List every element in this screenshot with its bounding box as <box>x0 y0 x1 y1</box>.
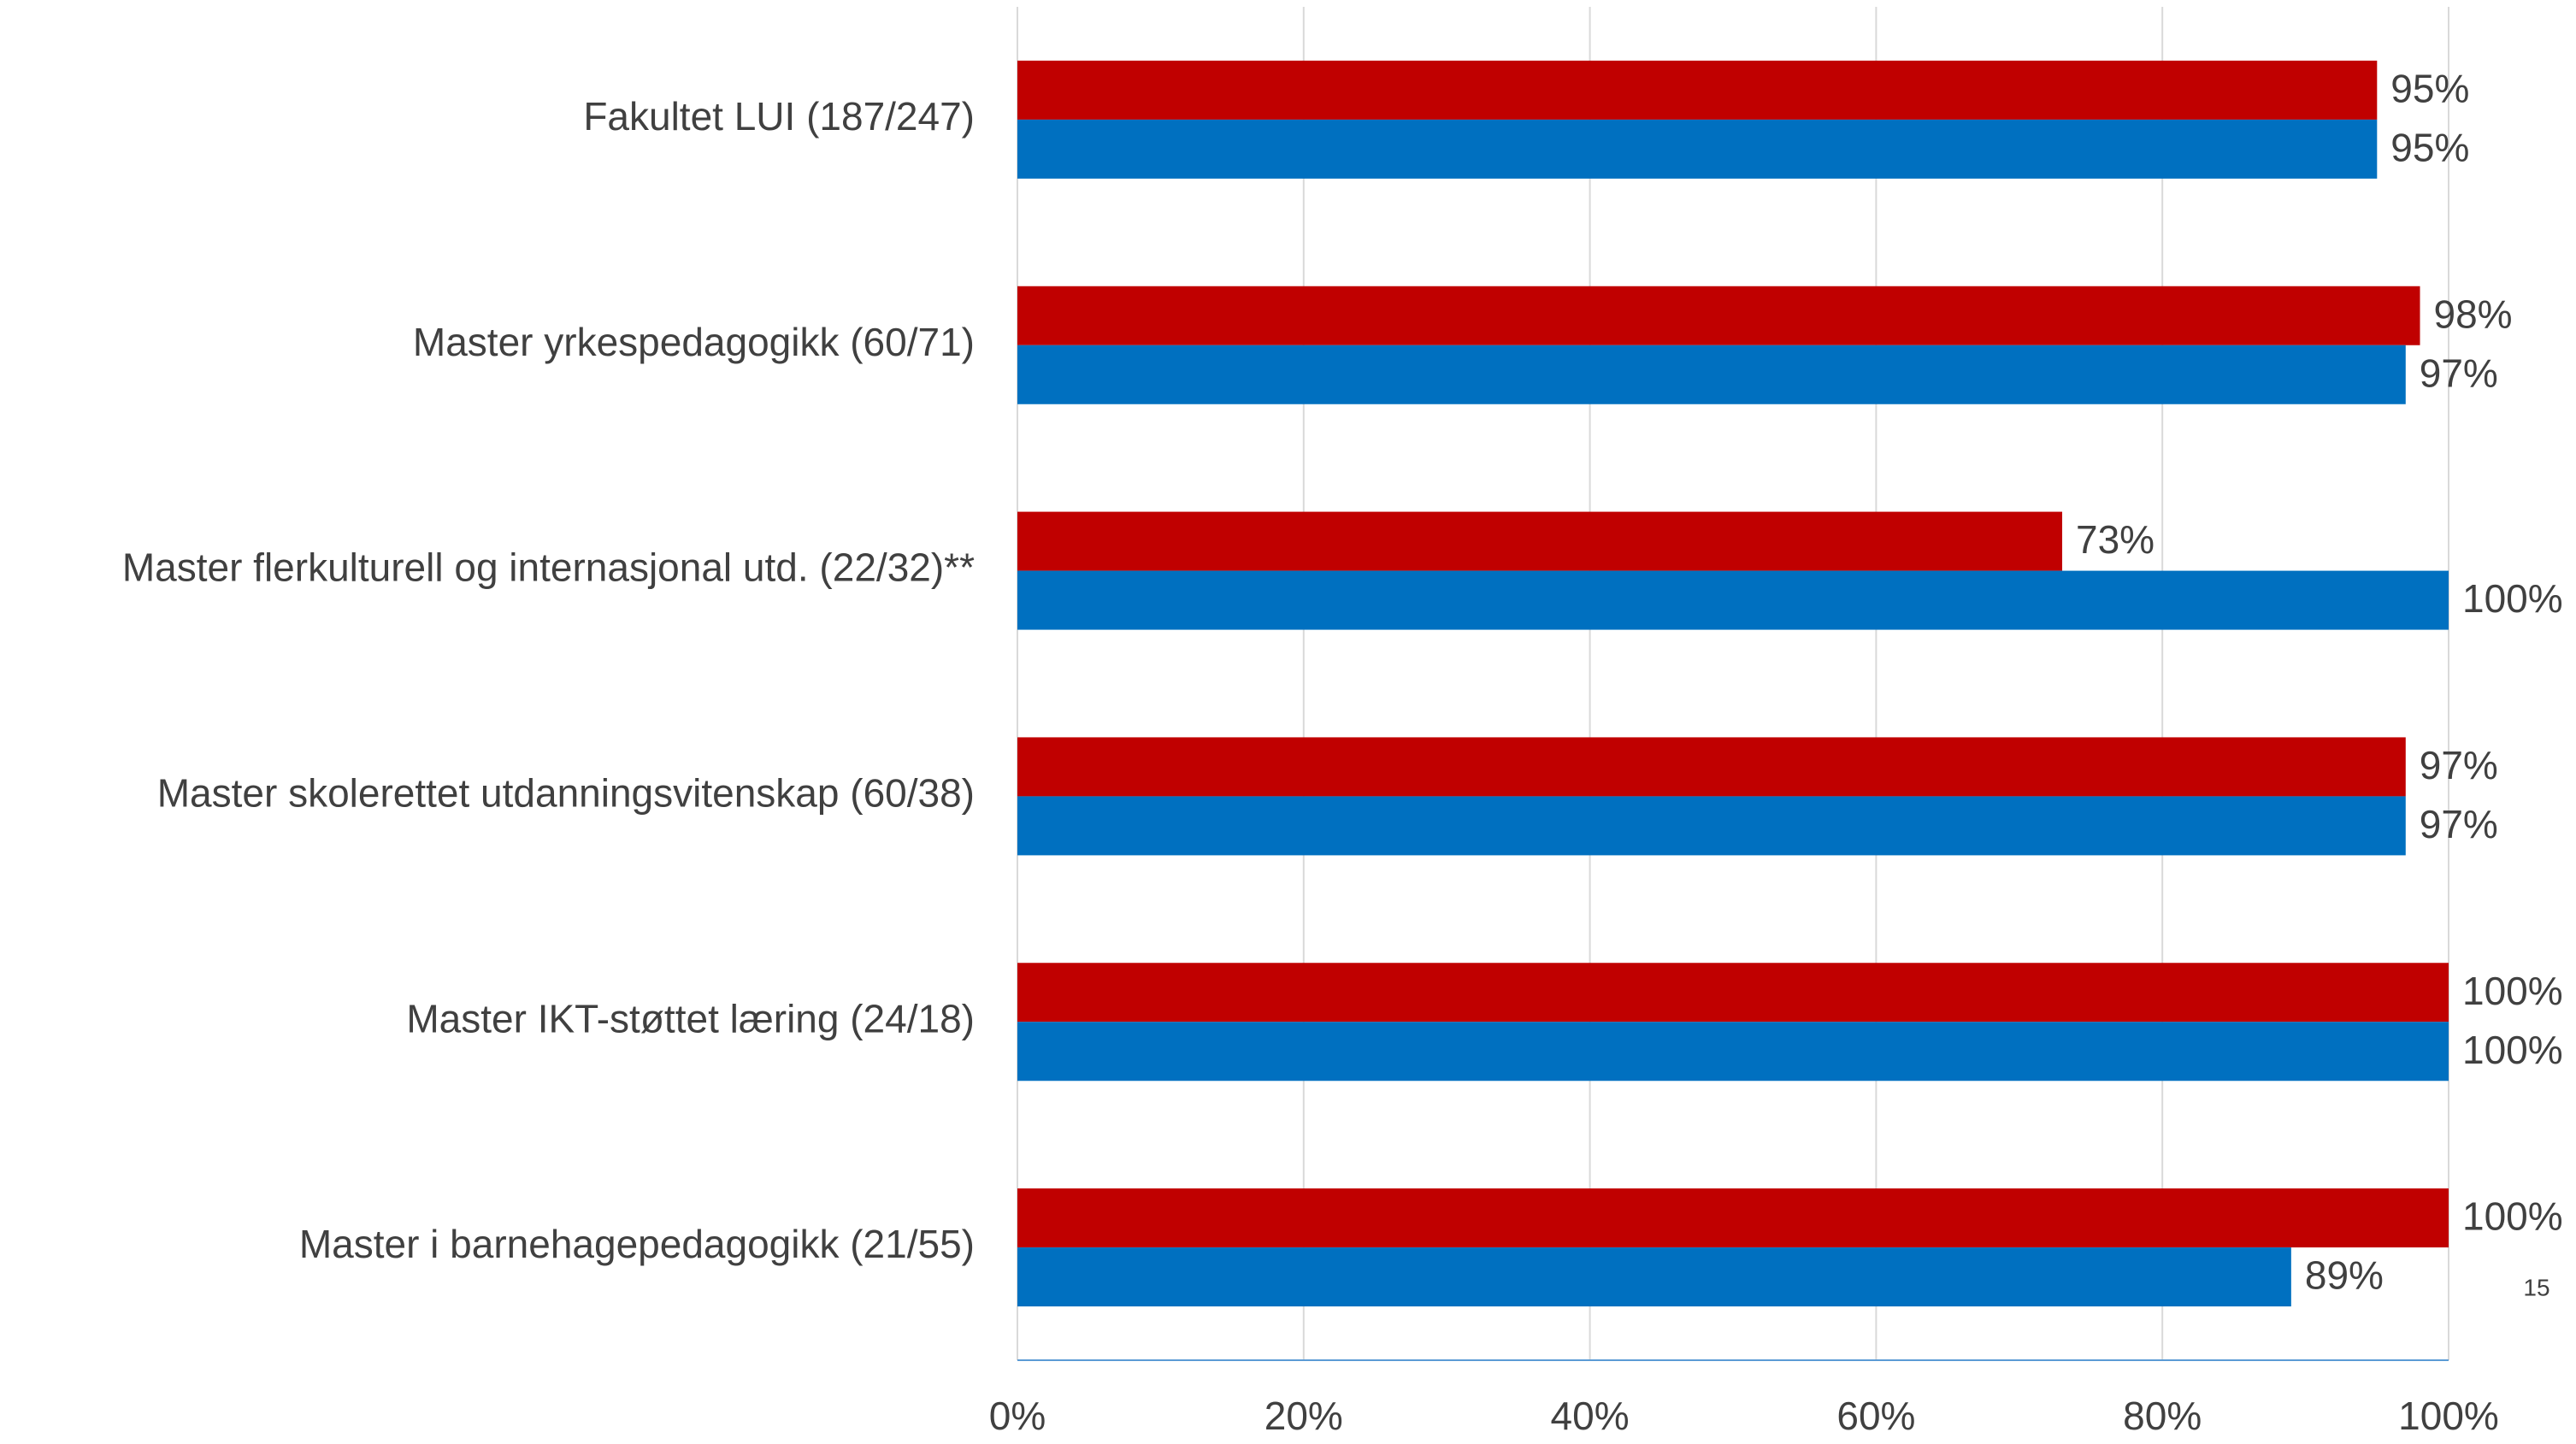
y-tick-label: Master skolerettet utdanningsvitenskap (… <box>157 771 975 816</box>
bar <box>1017 963 2449 1023</box>
x-tick-label: 20% <box>1264 1394 1343 1438</box>
bar <box>1017 1188 2449 1248</box>
x-tick-label: 100% <box>2398 1394 2499 1438</box>
page-number: 15 <box>2523 1274 2549 1300</box>
y-tick-label: Master i barnehagepedagogikk (21/55) <box>299 1222 975 1266</box>
bar <box>1017 570 2449 630</box>
y-tick-label: Master IKT-støttet læring (24/18) <box>406 996 975 1040</box>
value-label: 89% <box>2305 1253 2384 1298</box>
value-label: 100% <box>2462 1028 2563 1072</box>
bar <box>1017 1022 2449 1082</box>
value-label: 100% <box>2462 576 2563 621</box>
y-tick-label: Master yrkespedagogikk (60/71) <box>413 320 975 364</box>
value-label: 73% <box>2076 517 2155 562</box>
y-tick-label: Master flerkulturell og internasjonal ut… <box>122 545 975 590</box>
bar <box>1017 286 2420 345</box>
bar <box>1017 1247 2291 1307</box>
x-tick-label: 40% <box>1551 1394 1630 1438</box>
bar <box>1017 511 2063 571</box>
x-tick-label: 60% <box>1836 1394 1915 1438</box>
bar <box>1017 345 2406 404</box>
bar <box>1017 119 2378 179</box>
value-label: 100% <box>2462 1194 2563 1239</box>
x-tick-label: 0% <box>989 1394 1046 1438</box>
value-label: 95% <box>2390 126 2469 170</box>
y-tick-label: Fakultet LUI (187/247) <box>583 94 975 139</box>
value-label: 97% <box>2420 802 2498 846</box>
x-tick-label: 80% <box>2123 1394 2202 1438</box>
value-label: 95% <box>2390 67 2469 111</box>
bar <box>1017 737 2406 797</box>
bar <box>1017 796 2406 856</box>
value-label: 100% <box>2462 969 2563 1013</box>
value-label: 97% <box>2420 351 2498 395</box>
bar <box>1017 60 2378 120</box>
value-label: 98% <box>2434 292 2513 336</box>
value-label: 97% <box>2420 743 2498 787</box>
